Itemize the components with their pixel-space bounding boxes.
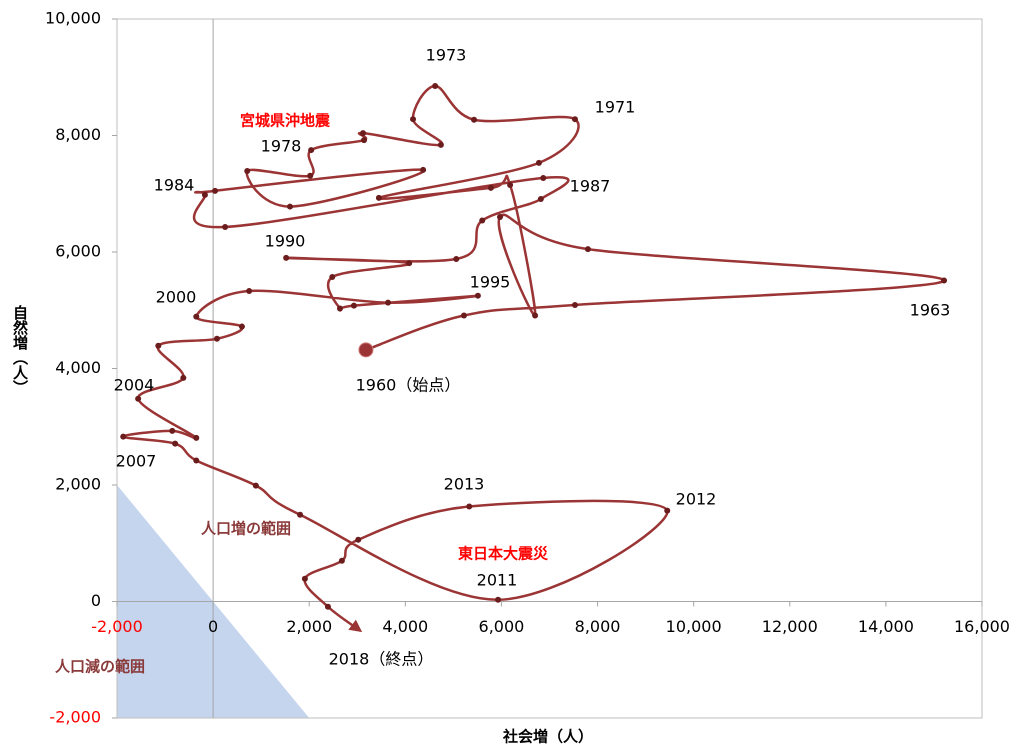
x-axis-title: 社会増（人）: [502, 728, 593, 746]
year-label: 1963: [910, 301, 951, 320]
point-marker: [307, 172, 314, 179]
point-marker: [571, 116, 578, 123]
point-marker: [410, 116, 417, 123]
y-tick-label: 4,000: [55, 358, 101, 377]
point-marker: [375, 194, 382, 201]
x-tick-label: 0: [208, 617, 218, 636]
y-tick-label: 2,000: [55, 475, 101, 494]
point-marker: [474, 292, 481, 299]
year-label: 2011: [477, 571, 518, 590]
point-marker: [535, 159, 542, 166]
year-label: 1971: [595, 98, 636, 117]
y-tick-label: 8,000: [55, 125, 101, 144]
point-marker: [664, 507, 671, 514]
point-marker: [329, 274, 336, 281]
point-marker: [246, 288, 253, 295]
year-label: 1973: [426, 46, 467, 65]
x-tick-label: -2,000: [91, 617, 143, 636]
point-marker: [420, 166, 427, 173]
point-marker: [193, 313, 200, 320]
point-marker: [460, 312, 467, 319]
year-label: 2007: [116, 452, 157, 471]
point-marker: [252, 482, 259, 489]
point-marker: [308, 147, 315, 154]
point-marker: [437, 141, 444, 148]
point-marker: [193, 457, 200, 464]
point-marker: [135, 395, 142, 402]
point-marker: [120, 433, 127, 440]
point-marker: [941, 277, 948, 284]
point-marker: [212, 187, 219, 194]
point-marker: [466, 503, 473, 510]
point-marker: [172, 440, 179, 447]
point-marker: [432, 82, 439, 89]
x-tick-label: 14,000: [858, 617, 914, 636]
y-tick-label: 10,000: [45, 9, 101, 28]
x-tick-label: 16,000: [954, 617, 1010, 636]
point-marker: [360, 130, 367, 137]
point-marker: [336, 305, 343, 312]
point-marker: [507, 182, 514, 189]
point-marker: [532, 312, 539, 319]
point-marker: [453, 255, 460, 262]
point-marker: [350, 302, 357, 309]
start-marker: [358, 342, 374, 358]
point-marker: [213, 335, 220, 342]
point-marker: [497, 214, 504, 221]
point-marker: [495, 596, 502, 603]
point-marker: [287, 203, 293, 210]
y-tick-label: -2,000: [49, 708, 101, 727]
point-marker: [338, 557, 345, 564]
year-label: 1990: [265, 232, 306, 251]
point-marker: [283, 254, 290, 261]
annotation: 人口減の範囲: [55, 658, 145, 676]
year-label: 2000: [156, 288, 197, 307]
year-label: 1978: [261, 137, 302, 156]
x-tick-label: 2,000: [286, 617, 332, 636]
x-tick-label: 4,000: [382, 617, 428, 636]
year-label: 2004: [114, 376, 155, 395]
point-marker: [297, 511, 304, 518]
point-marker: [571, 302, 578, 309]
point-marker: [406, 260, 413, 267]
point-marker: [169, 427, 176, 434]
point-marker: [180, 374, 187, 381]
year-label: 2012: [676, 490, 717, 509]
point-marker: [201, 191, 208, 198]
point-marker: [324, 603, 331, 610]
point-marker: [385, 299, 392, 306]
annotation: 東日本大震災: [458, 545, 549, 563]
annotation: 宮城県沖地震: [240, 112, 331, 130]
year-label: 1960（始点）: [356, 376, 461, 395]
year-label: 1987: [570, 177, 611, 196]
year-label: 1995: [470, 273, 511, 292]
annotation: 人口増の範囲: [201, 520, 291, 538]
point-marker: [244, 168, 251, 175]
point-marker: [537, 195, 544, 202]
point-marker: [361, 137, 368, 144]
year-label: 1984: [154, 176, 195, 195]
point-marker: [155, 342, 162, 349]
point-marker: [355, 536, 362, 543]
year-label: 2018（終点）: [329, 650, 434, 669]
x-tick-label: 12,000: [762, 617, 818, 636]
y-tick-label: 0: [91, 591, 101, 610]
x-tick-label: 8,000: [575, 617, 621, 636]
point-marker: [193, 434, 200, 441]
point-marker: [487, 184, 494, 191]
y-tick-label: 6,000: [55, 242, 101, 261]
point-marker: [301, 575, 308, 582]
point-marker: [479, 217, 486, 224]
point-marker: [540, 175, 547, 182]
x-tick-label: 6,000: [479, 617, 525, 636]
x-tick-label: 10,000: [666, 617, 722, 636]
point-marker: [584, 246, 591, 253]
point-marker: [238, 323, 245, 330]
point-marker: [471, 116, 478, 123]
year-label: 2013: [444, 475, 485, 494]
y-axis-title: 自然増（人）: [11, 304, 29, 395]
point-marker: [222, 223, 229, 230]
trajectory-line: [121, 84, 946, 633]
